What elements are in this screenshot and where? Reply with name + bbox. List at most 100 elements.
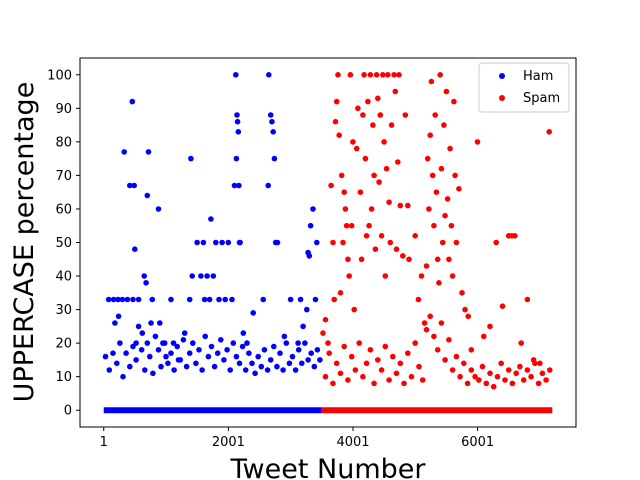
data-point — [483, 380, 490, 387]
data-point — [378, 233, 385, 239]
data-point — [306, 253, 313, 259]
data-point — [264, 367, 271, 373]
data-point — [386, 199, 392, 205]
data-point — [494, 373, 501, 380]
data-point — [388, 122, 395, 128]
data-point — [546, 129, 552, 135]
data-point — [144, 340, 151, 346]
data-point — [181, 330, 188, 336]
data-point — [138, 347, 145, 353]
y-tick-label: 30 — [55, 303, 72, 318]
y-tick-label: 20 — [55, 337, 72, 352]
data-point — [165, 360, 171, 367]
data-point — [481, 333, 487, 340]
y-tick-label: 60 — [55, 202, 72, 217]
data-point — [543, 377, 549, 383]
data-point — [208, 216, 214, 222]
data-point — [211, 363, 218, 370]
data-point — [246, 350, 252, 357]
data-point — [402, 112, 409, 118]
data-point — [433, 189, 440, 195]
data-point — [350, 139, 356, 145]
data-point — [267, 357, 274, 363]
data-point — [442, 212, 448, 219]
data-point — [465, 313, 472, 320]
data-point — [423, 263, 430, 269]
data-point — [158, 363, 164, 370]
data-point — [446, 256, 452, 263]
y-ticks: 0 10 20 30 40 50 60 70 80 90 100 — [47, 68, 80, 419]
data-point — [119, 296, 126, 303]
data-point — [393, 370, 400, 377]
data-point — [231, 182, 238, 189]
data-point — [299, 360, 305, 367]
data-point — [438, 165, 445, 172]
data-point — [208, 343, 215, 350]
data-point — [498, 360, 505, 367]
data-point — [371, 172, 377, 179]
data-point — [340, 239, 346, 246]
data-point — [188, 155, 194, 162]
data-point — [367, 72, 374, 78]
series-spam — [320, 72, 553, 414]
y-tick-label: 10 — [55, 370, 72, 385]
data-point — [255, 353, 261, 360]
data-point — [114, 360, 120, 367]
data-point — [189, 273, 195, 279]
data-point — [196, 347, 202, 353]
data-point — [130, 343, 136, 350]
data-point — [216, 296, 222, 303]
data-point — [267, 112, 274, 118]
data-point — [448, 222, 455, 229]
data-point — [376, 179, 382, 185]
y-tick-label: 90 — [55, 102, 72, 117]
x-tick-label: 2001 — [212, 435, 245, 450]
data-point — [358, 256, 365, 263]
data-point — [219, 239, 225, 246]
data-point — [419, 377, 426, 383]
data-point — [373, 72, 380, 78]
data-point — [193, 360, 199, 367]
data-point — [517, 363, 523, 370]
y-tick-label: 40 — [55, 270, 72, 285]
data-point — [352, 367, 359, 373]
data-point — [115, 296, 121, 303]
data-point — [244, 340, 250, 346]
data-point — [233, 353, 240, 360]
data-point — [381, 139, 387, 145]
data-point — [152, 333, 159, 340]
data-point — [351, 306, 358, 313]
data-point — [426, 206, 432, 212]
data-point — [360, 373, 366, 380]
data-point — [200, 239, 207, 246]
data-point — [229, 296, 235, 303]
data-point — [317, 357, 323, 363]
data-point — [274, 363, 280, 370]
data-point — [427, 313, 434, 320]
data-point — [201, 296, 208, 303]
data-point — [443, 88, 450, 95]
data-point — [236, 360, 243, 367]
data-point — [367, 347, 374, 353]
data-point — [427, 132, 434, 138]
data-point — [397, 202, 404, 209]
data-point — [222, 296, 228, 303]
x-tick-label: 1 — [100, 435, 108, 450]
data-point — [493, 239, 500, 246]
data-point — [342, 206, 349, 212]
data-point — [360, 112, 366, 118]
y-axis-label: UPPERCASE percentage — [9, 82, 40, 403]
legend-marker-spam — [499, 95, 505, 101]
data-point — [366, 222, 372, 229]
data-point — [237, 239, 243, 246]
data-point — [336, 132, 343, 138]
data-point — [397, 360, 404, 367]
data-point — [505, 367, 512, 373]
data-point — [283, 340, 290, 346]
data-point — [444, 196, 451, 202]
data-point — [468, 367, 475, 373]
points-layer — [102, 72, 553, 414]
data-point — [502, 377, 508, 383]
data-point — [142, 367, 148, 373]
